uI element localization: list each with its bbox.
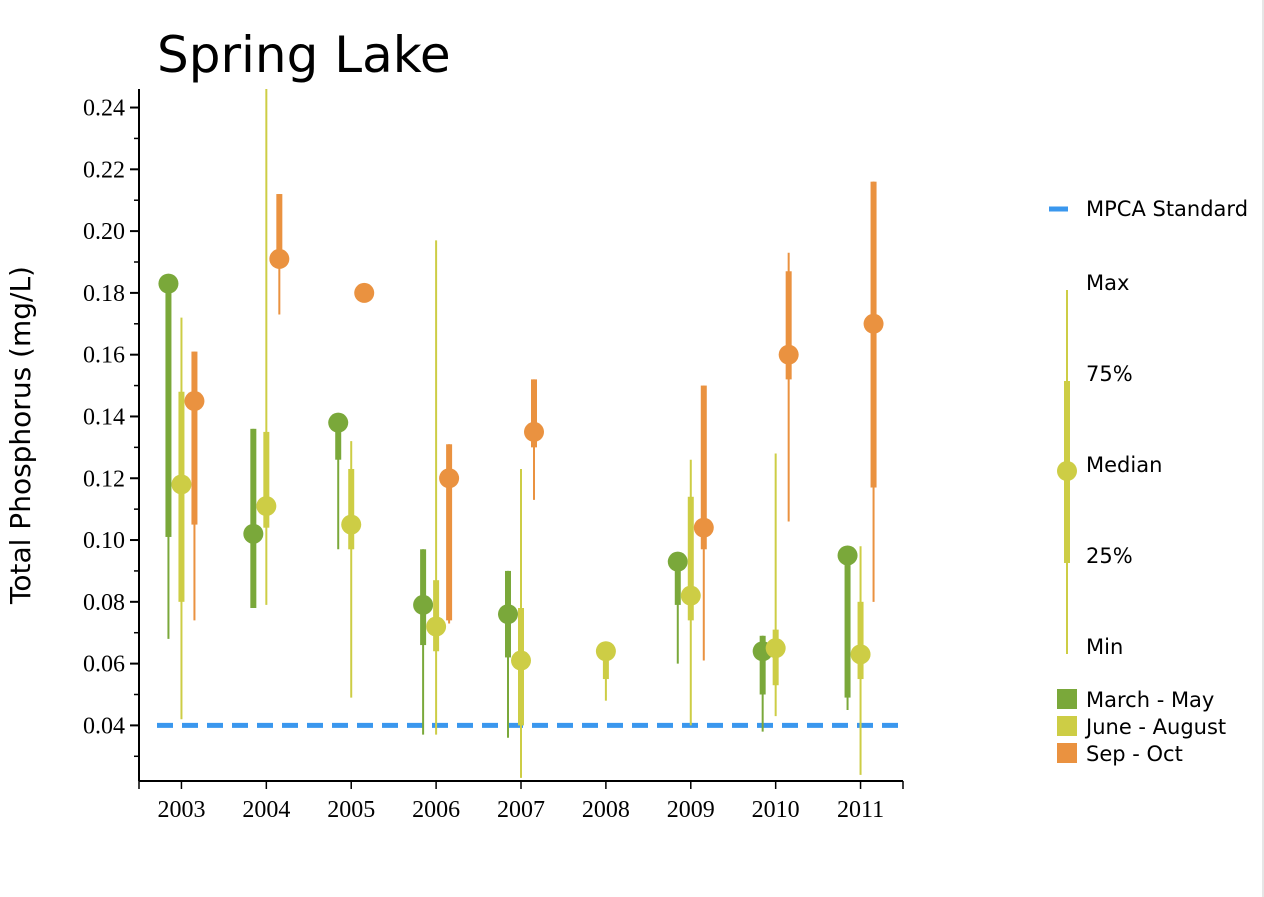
y-axis-label: Total Phosphorus (mg/L): [4, 266, 37, 605]
legend-stat-label-25: 25%: [1086, 544, 1133, 568]
iqr-box: [785, 271, 792, 380]
y-tick-label: 0.16: [83, 343, 125, 369]
iqr-box: [348, 468, 355, 550]
y-tick-label: 0.04: [83, 713, 125, 739]
median-point: [171, 474, 192, 495]
y-tick-label: 0.10: [83, 528, 125, 554]
iqr-box: [857, 601, 864, 680]
median-point: [667, 551, 688, 572]
legend-stat-label-median: Median: [1086, 453, 1162, 477]
median-point: [498, 604, 518, 625]
iqr-box: [700, 385, 707, 550]
y-tick-label: 0.08: [83, 590, 125, 616]
median-point: [511, 650, 531, 671]
x-tick-label: 2011: [837, 797, 884, 823]
median-point: [680, 585, 701, 606]
x-tick-label: 2010: [752, 797, 800, 823]
iqr-box: [335, 422, 342, 460]
legend-series-label: June - August: [1084, 715, 1226, 739]
x-tick-label: 2003: [157, 797, 205, 823]
y-tick-label: 0.14: [83, 404, 125, 430]
median-point: [778, 344, 799, 365]
median-point: [341, 514, 362, 535]
legend-series-swatch: [1057, 743, 1077, 763]
x-tick-label: 2004: [242, 797, 290, 823]
median-point: [269, 248, 290, 269]
median-point: [426, 616, 447, 637]
y-tick-label: 0.12: [83, 466, 125, 492]
median-point: [863, 313, 884, 334]
y-tick-label: 0.22: [83, 157, 125, 183]
y-tick-label: 0.06: [83, 652, 125, 678]
legend-median-point: [1057, 461, 1077, 481]
right-edge-divider: [1262, 0, 1264, 897]
iqr-box: [433, 580, 440, 652]
iqr-box: [446, 444, 453, 621]
iqr-box: [674, 561, 681, 605]
legend-series-label: Sep - Oct: [1086, 742, 1183, 766]
iqr-box: [759, 635, 766, 695]
median-point: [354, 282, 375, 303]
iqr-box: [165, 283, 172, 537]
median-point: [243, 523, 264, 544]
x-tick-label: 2006: [412, 797, 460, 823]
median-point: [328, 412, 349, 433]
iqr-box: [687, 496, 694, 621]
x-tick-label: 2008: [582, 797, 630, 823]
iqr-box: [276, 194, 283, 259]
iqr-box: [870, 181, 877, 488]
iqr-box: [531, 379, 537, 448]
median-point: [595, 641, 616, 662]
x-tick-label: 2005: [327, 797, 375, 823]
iqr-box: [178, 391, 185, 602]
y-tick-label: 0.20: [83, 219, 125, 245]
median-point: [184, 391, 205, 412]
median-point: [158, 273, 179, 294]
x-tick-label: 2007: [497, 797, 545, 823]
iqr-box: [263, 431, 270, 528]
iqr-box: [250, 428, 257, 608]
median-point: [524, 421, 544, 442]
legend-stat-label-min: Min: [1086, 635, 1123, 659]
iqr-box: [602, 651, 609, 680]
median-point: [256, 496, 277, 517]
legend-series-label: March - May: [1086, 688, 1214, 712]
iqr-box: [844, 555, 851, 698]
y-tick-label: 0.24: [83, 96, 125, 122]
legend-stat-label-max: Max: [1086, 271, 1129, 295]
median-point: [439, 468, 460, 489]
median-point: [837, 545, 858, 566]
median-point: [413, 594, 434, 615]
iqr-box: [191, 351, 198, 525]
x-tick-label: 2009: [667, 797, 715, 823]
median-point: [693, 517, 714, 538]
chart-title: Spring Lake: [157, 26, 451, 84]
median-point: [850, 644, 871, 665]
legend-standard-label: MPCA Standard: [1086, 197, 1248, 221]
legend-series-swatch: [1057, 716, 1077, 736]
legend-stat-label-75: 75%: [1086, 362, 1133, 386]
median-point: [765, 638, 786, 659]
legend-series-swatch: [1057, 689, 1077, 709]
y-tick-label: 0.18: [83, 281, 125, 307]
